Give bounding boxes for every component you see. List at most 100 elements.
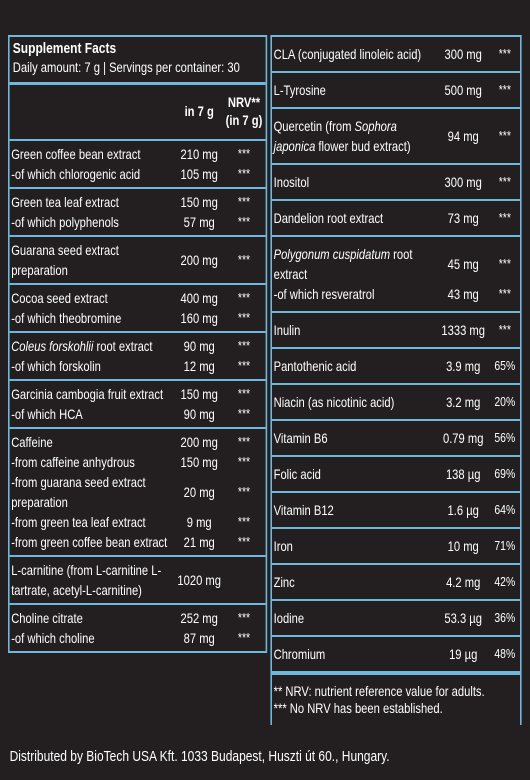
ingredient-row: Caffeine 200 mg *** bbox=[10, 432, 266, 452]
nrv: *** bbox=[237, 534, 251, 549]
name-part: flower bud extract) bbox=[315, 138, 411, 154]
ingredient-group: Dandelion root extract 73 mg *** bbox=[272, 199, 520, 235]
nrv: *** bbox=[237, 484, 251, 499]
ingredient-group: Iodine 53.3 µg 36% bbox=[272, 599, 520, 635]
right-panel: CLA (conjugated linoleic acid) 300 mg *** L… bbox=[270, 35, 522, 725]
amount-header: in 7 g bbox=[184, 103, 214, 119]
ingredient-group: L-Tyrosine 500 mg *** bbox=[272, 71, 520, 107]
nrv: *** bbox=[237, 406, 251, 421]
ingredient-row: Iron 10 mg 71% bbox=[272, 536, 520, 556]
ingredient-name: Vitamin B12 bbox=[273, 502, 334, 518]
nrv: 20% bbox=[494, 394, 516, 409]
ingredient-group: Chromium 19 µg 48% bbox=[272, 635, 520, 671]
amount: 105 mg bbox=[180, 166, 218, 182]
name-part: Coleus forskohlii bbox=[11, 338, 94, 354]
ingredient-row: Vitamin B12 1.6 µg 64% bbox=[272, 500, 520, 520]
ingredient-row: Green coffee bean extract 210 mg *** bbox=[10, 144, 266, 164]
ingredient-row: -from caffeine anhydrous 150 mg *** bbox=[10, 452, 266, 472]
nrv: *** bbox=[237, 146, 251, 161]
ingredient-row: Garcinia cambogia fruit extract 150 mg *** bbox=[10, 384, 266, 404]
ingredient-name: -of which forskolin bbox=[11, 358, 101, 374]
amount: 3.9 mg bbox=[446, 358, 481, 374]
nrv: *** bbox=[237, 214, 251, 229]
name-part: root extract bbox=[93, 338, 153, 354]
ingredient-group: Pantothenic acid 3.9 mg 65% bbox=[272, 347, 520, 383]
footer: Distributed by BioTech USA Kft. 1033 Bud… bbox=[9, 748, 390, 765]
nrv: *** bbox=[237, 386, 251, 401]
ingredient-row: Niacin (as nicotinic acid) 3.2 mg 20% bbox=[272, 392, 520, 412]
ingredient-name: -of which theobromine bbox=[11, 310, 122, 326]
amount: 400 mg bbox=[180, 290, 218, 306]
left-panel: Supplement Facts Daily amount: 7 g | Ser… bbox=[8, 35, 268, 653]
nrv: 42% bbox=[494, 574, 516, 589]
subtitle: Daily amount: 7 g | Servings per contain… bbox=[12, 59, 240, 75]
nrv: 69% bbox=[494, 466, 516, 481]
nrv: *** bbox=[237, 310, 251, 325]
ingredient-row: -of which chlorogenic acid 105 mg *** bbox=[10, 164, 266, 184]
nrv: *** bbox=[498, 128, 511, 143]
ingredient-group: Cocoa seed extract 400 mg *** -of which the… bbox=[9, 283, 266, 331]
nrv: *** bbox=[237, 454, 251, 469]
nrv: *** bbox=[237, 290, 251, 305]
ingredient-name: Iron bbox=[273, 538, 293, 554]
ingredient-row: -from guarana seed extract preparation 20… bbox=[10, 472, 266, 512]
left-table: Green coffee bean extract 210 mg *** -of wh… bbox=[9, 139, 266, 651]
amount: 150 mg bbox=[180, 386, 218, 402]
ingredient-row: Folic acid 138 µg 69% bbox=[272, 464, 520, 484]
nrv: *** bbox=[237, 338, 251, 353]
ingredient-group: CLA (conjugated linoleic acid) 300 mg *** bbox=[272, 37, 520, 71]
ingredient-name: Folic acid bbox=[273, 466, 321, 482]
ingredient-row: CLA (conjugated linoleic acid) 300 mg *** bbox=[272, 44, 520, 64]
ingredient-row: Chromium 19 µg 48% bbox=[272, 644, 520, 664]
ingredient-name: Cocoa seed extract bbox=[11, 290, 108, 306]
nrv-header: NRV** (in 7 g) bbox=[225, 94, 263, 128]
nrv: *** bbox=[237, 194, 251, 209]
nrv: *** bbox=[498, 46, 511, 61]
ingredient-group: Iron 10 mg 71% bbox=[272, 527, 520, 563]
ingredient-name: Coleus forskohlii root extract bbox=[10, 336, 176, 356]
ingredient-group: Niacin (as nicotinic acid) 3.2 mg 20% bbox=[272, 383, 520, 419]
name-part: Quercetin (from bbox=[273, 118, 355, 134]
amount: 73 mg bbox=[447, 210, 479, 226]
ingredient-name: -from green tea leaf extract bbox=[11, 514, 146, 530]
amount: 150 mg bbox=[180, 454, 218, 470]
nrv: 56% bbox=[494, 430, 516, 445]
ingredient-name: Inulin bbox=[273, 322, 301, 338]
nrv: 36% bbox=[494, 610, 516, 625]
ingredient-row: Inulin 1333 mg *** bbox=[272, 320, 520, 340]
note: ** NRV: nutrient reference value for adu… bbox=[273, 683, 485, 699]
ingredient-name: Polygonum cuspidatum root extract bbox=[272, 244, 437, 284]
notes: ** NRV: nutrient reference value for adu… bbox=[272, 673, 520, 725]
nrv: *** bbox=[498, 82, 511, 97]
ingredient-name: -of which HCA bbox=[11, 406, 83, 422]
ingredient-name: Vitamin B6 bbox=[273, 430, 328, 446]
nrv: *** bbox=[498, 210, 511, 225]
amount: 90 mg bbox=[183, 406, 215, 422]
ingredient-group: Vitamin B12 1.6 µg 64% bbox=[272, 491, 520, 527]
ingredient-name: -of which polyphenols bbox=[11, 214, 119, 230]
nrv: *** bbox=[237, 610, 251, 625]
ingredient-name: Guarana seed extract preparation bbox=[11, 242, 119, 278]
amount: 20 mg bbox=[183, 484, 215, 500]
ingredient-name: CLA (conjugated linoleic acid) bbox=[273, 46, 422, 62]
ingredient-name: Dandelion root extract bbox=[273, 210, 384, 226]
ingredient-name: Niacin (as nicotinic acid) bbox=[273, 394, 395, 410]
ingredient-group: Quercetin (from Sophora japonica flower … bbox=[272, 107, 520, 163]
nrv: 71% bbox=[494, 538, 516, 553]
ingredient-row: -from green tea leaf extract 9 mg *** bbox=[10, 512, 266, 532]
amount: 4.2 mg bbox=[446, 574, 481, 590]
ingredient-row: Choline citrate 252 mg *** bbox=[10, 608, 266, 628]
ingredient-row: Guarana seed extract preparation 200 mg **… bbox=[10, 240, 266, 280]
ingredient-name: -of which resveratrol bbox=[273, 286, 375, 302]
name-part: root extract bbox=[273, 246, 413, 282]
amount: 53.3 µg bbox=[444, 610, 482, 626]
name-part: Polygonum cuspidatum bbox=[273, 246, 391, 262]
ingredient-group: Inulin 1333 mg *** bbox=[272, 311, 520, 347]
title: Supplement Facts bbox=[12, 40, 117, 57]
amount: 87 mg bbox=[183, 630, 215, 646]
ingredient-row: Iodine 53.3 µg 36% bbox=[272, 608, 520, 628]
ingredient-row: -of which forskolin 12 mg *** bbox=[10, 356, 266, 376]
amount: 300 mg bbox=[444, 174, 482, 190]
